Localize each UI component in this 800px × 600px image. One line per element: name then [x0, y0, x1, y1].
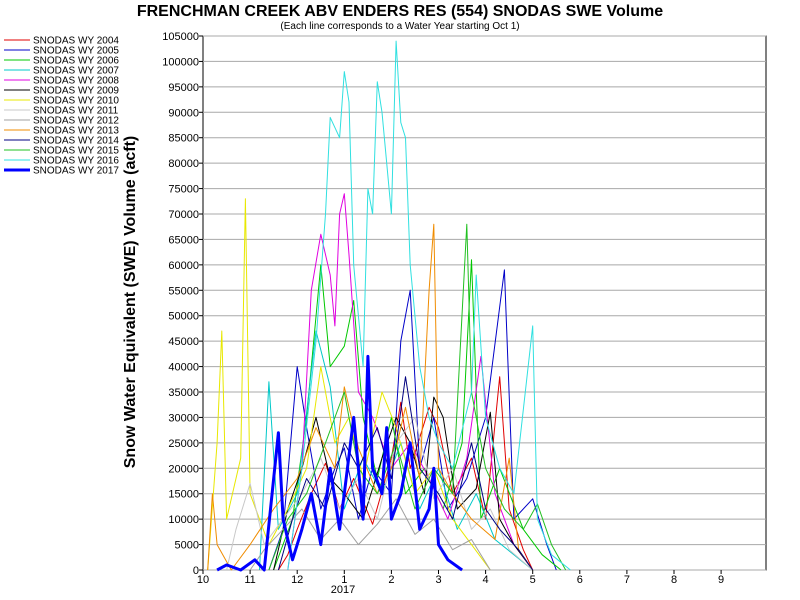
y-tick-label: 95000: [168, 82, 199, 94]
legend-label: SNODAS WY 2011: [33, 106, 119, 117]
x-tick-label: 2: [388, 574, 394, 586]
legend-label: SNODAS WY 2012: [33, 116, 119, 127]
y-tick-label: 45000: [168, 336, 199, 348]
x-tick-label: 10: [197, 574, 209, 586]
series-line: [287, 40, 571, 571]
y-tick-label: 90000: [168, 107, 199, 119]
x-tick-label: 11: [244, 574, 255, 586]
y-tick-label: 0: [193, 565, 199, 577]
series-line: [216, 354, 463, 572]
y-tick-label: 100000: [162, 56, 199, 68]
x-tick-label: 7: [624, 574, 630, 586]
y-tick-label: 20000: [168, 463, 199, 475]
series-line: [268, 269, 557, 571]
y-tick-label: 15000: [168, 489, 199, 501]
series-line: [207, 198, 491, 571]
y-axis: 0 5000 10000 15000 20000 25000 30000 35000 40000…: [162, 31, 203, 577]
series-line: [277, 376, 534, 571]
x-tick-label: 4: [483, 574, 489, 586]
x-tick-label: 3: [435, 574, 441, 586]
plot-area: [207, 40, 571, 572]
y-tick-label: 25000: [168, 438, 199, 450]
legend-label: SNODAS WY 2016: [33, 156, 119, 167]
y-tick-label: 60000: [168, 260, 199, 272]
x-tick-label: 5: [530, 574, 536, 586]
chart-title: FRENCHMAN CREEK ABV ENDERS RES (554) SNO…: [137, 3, 663, 20]
y-tick-label: 35000: [168, 387, 199, 399]
legend-label: SNODAS WY 2009: [33, 86, 119, 97]
x-tick-label: 1: [341, 574, 347, 586]
y-tick-label: 50000: [168, 311, 199, 323]
y-tick-label: 70000: [168, 209, 199, 221]
legend-label: SNODAS WY 2006: [33, 56, 119, 67]
legend-label: SNODAS WY 2013: [33, 126, 119, 137]
legend-label: SNODAS WY 2015: [33, 146, 119, 157]
chart-subtitle: (Each line corresponds to a Water Year s…: [280, 21, 519, 32]
series-line: [273, 259, 562, 571]
y-tick-label: 5000: [175, 540, 199, 552]
x-tick-label: 9: [718, 574, 724, 586]
legend-label: SNODAS WY 2004: [33, 36, 119, 47]
y-tick-label: 30000: [168, 412, 199, 424]
legend-label: SNODAS WY 2017: [33, 166, 119, 177]
x-axis: 10 11 12 1 2 3 4 5 6 7 8 9: [197, 570, 724, 586]
x-year-label: 2017: [331, 584, 355, 596]
y-tick-label: 75000: [168, 184, 199, 196]
y-tick-label: 10000: [168, 514, 199, 526]
y-tick-label: 65000: [168, 234, 199, 246]
x-tick-label: 6: [577, 574, 583, 586]
y-axis-label: Snow Water Equivalent (SWE) Volume (acft…: [122, 136, 139, 468]
y-tick-label: 105000: [162, 31, 199, 43]
y-tick-label: 85000: [168, 133, 199, 145]
legend-label: SNODAS WY 2007: [33, 66, 119, 77]
legend-label: SNODAS WY 2008: [33, 76, 119, 87]
y-tick-label: 40000: [168, 362, 199, 374]
y-tick-label: 80000: [168, 158, 199, 170]
x-tick-label: 12: [291, 574, 303, 586]
grid: [202, 35, 767, 571]
plot-frame: [202, 35, 767, 571]
legend-label: SNODAS WY 2014: [33, 136, 119, 147]
series-line: [226, 416, 534, 571]
legend-label: SNODAS WY 2010: [33, 96, 119, 107]
series-line: [249, 498, 491, 571]
x-tick-label: 8: [671, 574, 677, 586]
legend-label: SNODAS WY 2005: [33, 46, 119, 57]
y-tick-label: 55000: [168, 285, 199, 297]
